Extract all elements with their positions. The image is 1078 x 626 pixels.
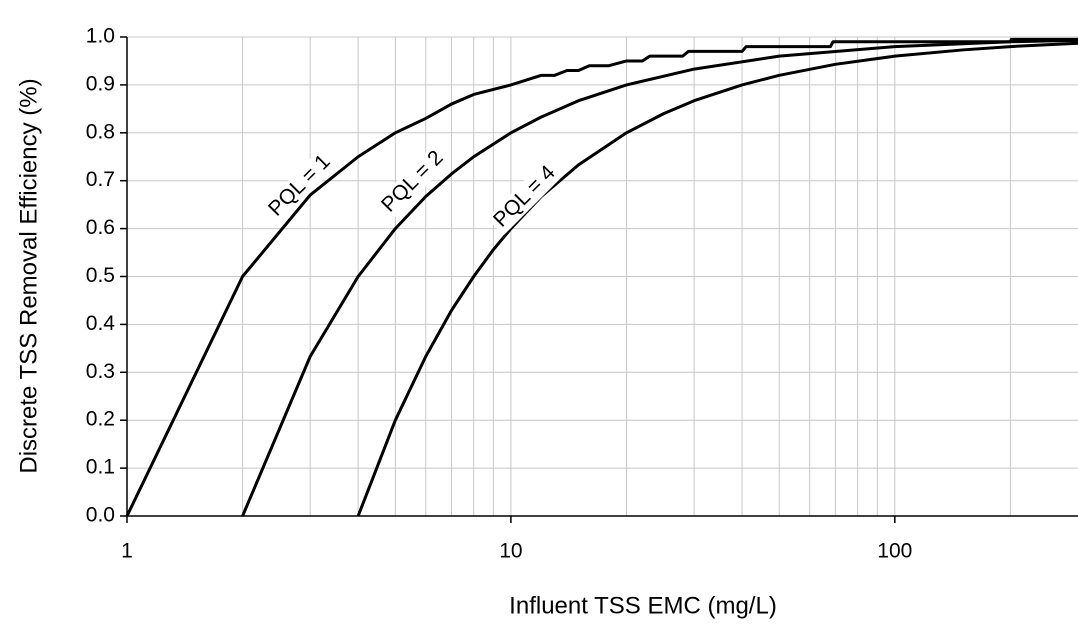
series-line xyxy=(356,41,1078,517)
y-tick-label: 0.9 xyxy=(86,72,115,95)
y-axis-title: Discrete TSS Removal Efficiency (%) xyxy=(15,78,42,473)
y-tick-label: 0.3 xyxy=(86,360,115,383)
x-tick-label: 10 xyxy=(499,540,522,563)
y-tick-label: 0.2 xyxy=(86,408,115,431)
y-tick-label: 0.7 xyxy=(86,168,115,191)
series-line xyxy=(125,37,1078,517)
x-tick-label: 1 xyxy=(121,540,133,563)
y-tick-label: 1.0 xyxy=(86,25,115,48)
y-tick-label: 0.8 xyxy=(86,120,115,143)
y-tick-label: 0.1 xyxy=(86,456,115,479)
y-tick-label: 0.4 xyxy=(86,312,116,335)
x-axis-title: Influent TSS EMC (mg/L) xyxy=(509,592,777,619)
x-tick-label: 100 xyxy=(877,540,912,563)
y-tick-label: 0.0 xyxy=(86,504,115,527)
y-tick-label: 0.6 xyxy=(86,216,115,239)
series-line xyxy=(241,38,1078,517)
label-background xyxy=(374,143,452,221)
series-label: PQL = 2 xyxy=(377,146,448,217)
label-background xyxy=(486,158,564,236)
y-tick-label: 0.5 xyxy=(86,264,115,287)
label-background xyxy=(261,147,339,225)
series-label: PQL = 4 xyxy=(489,161,560,232)
